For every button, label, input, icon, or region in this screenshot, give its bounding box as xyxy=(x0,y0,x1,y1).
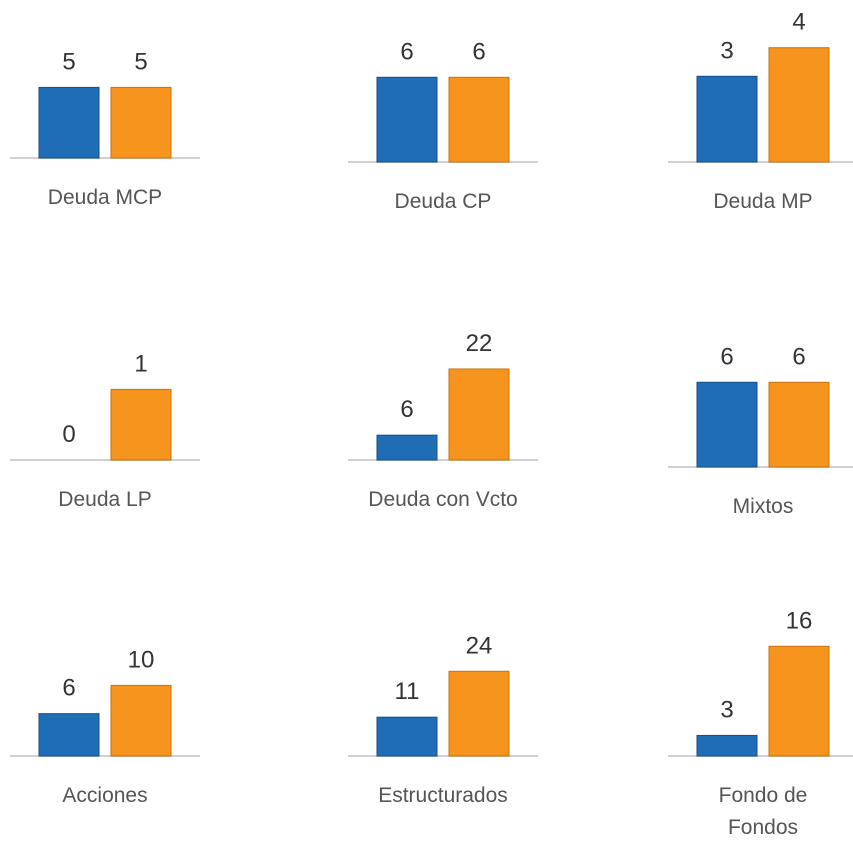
bar xyxy=(448,670,510,757)
value-label: 3 xyxy=(720,37,733,64)
value-label: 16 xyxy=(786,607,813,634)
panel: 34 xyxy=(668,9,853,163)
value-label: 5 xyxy=(134,48,147,75)
bar xyxy=(448,76,510,163)
bar xyxy=(696,75,758,163)
panel-title: Estructurados xyxy=(378,784,508,807)
panel-title: Acciones xyxy=(62,784,148,807)
bar xyxy=(696,381,758,468)
bar xyxy=(768,47,830,163)
value-label: 6 xyxy=(472,38,485,65)
bar xyxy=(696,734,758,757)
value-label: 22 xyxy=(466,330,493,357)
bar xyxy=(376,716,438,757)
value-label: 6 xyxy=(400,396,413,423)
panel-title: Deuda LP xyxy=(58,488,152,511)
panel: 01 xyxy=(10,350,200,461)
bar xyxy=(110,388,172,461)
value-label: 3 xyxy=(720,696,733,723)
panel: 11 24 xyxy=(348,632,538,757)
bar xyxy=(768,645,830,757)
value-label: 1 xyxy=(134,350,147,377)
panel-title: Mixtos xyxy=(732,495,794,518)
bar xyxy=(38,713,100,757)
panel-title: Deuda MCP xyxy=(47,186,163,209)
value-label: 10 xyxy=(128,646,155,673)
value-label: 6 xyxy=(400,38,413,65)
value-label: 4 xyxy=(792,9,805,36)
value-label: 6 xyxy=(720,343,733,370)
bar xyxy=(768,381,830,468)
panel-title: Deuda CP xyxy=(394,190,492,213)
bar xyxy=(376,434,438,461)
value-label: 11 xyxy=(395,678,420,705)
value-label: 24 xyxy=(466,632,493,659)
panel: 6 22 xyxy=(348,330,538,461)
bar xyxy=(376,76,438,163)
bar xyxy=(110,684,172,757)
value-label: 6 xyxy=(792,343,805,370)
bar xyxy=(38,86,100,159)
panel-title: Fondo de Fondos xyxy=(718,784,808,839)
panel: 6 10 xyxy=(10,646,200,757)
value-label: 5 xyxy=(62,48,75,75)
value-label: 0 xyxy=(62,421,75,448)
panel: 3 16 xyxy=(668,607,853,757)
panel-title: Deuda con Vcto xyxy=(368,488,518,511)
bar xyxy=(448,368,510,461)
panel-title: Deuda MP xyxy=(713,190,813,213)
value-label: 6 xyxy=(62,675,75,702)
bar xyxy=(110,86,172,159)
